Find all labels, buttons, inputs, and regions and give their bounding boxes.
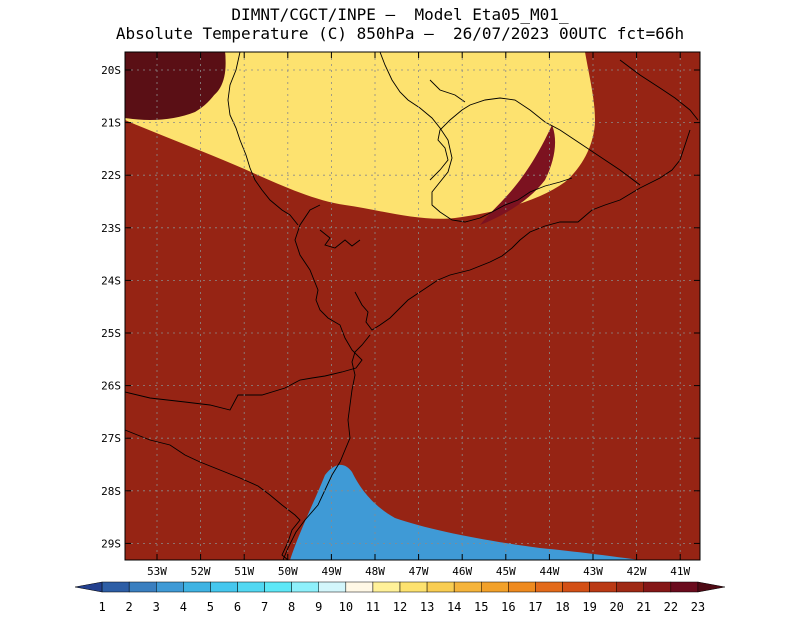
- temperature-colorbar: [74, 581, 726, 593]
- axis-ticks: [125, 52, 700, 560]
- colorbar-label: 8: [288, 600, 295, 614]
- longitude-label: 48W: [365, 565, 385, 578]
- colorbar-label: 21: [637, 600, 651, 614]
- map-title-line-1: DIMNT/CGCT/INPE – Model Eta05_M01_: [231, 5, 569, 24]
- longitude-label: 46W: [452, 565, 472, 578]
- latitude-label: 26S: [101, 380, 121, 393]
- colorbar-segment: [508, 581, 536, 593]
- contour-band: [290, 464, 640, 560]
- temperature-plot-area: [125, 52, 700, 560]
- latitude-label: 24S: [101, 274, 121, 287]
- contour-band: [125, 52, 226, 120]
- colorbar-label: 6: [234, 600, 241, 614]
- latitude-label: 25S: [101, 327, 121, 340]
- colorbar-label: 1: [98, 600, 105, 614]
- colorbar-label: 17: [528, 600, 542, 614]
- colorbar-segment: [453, 581, 482, 593]
- coastline-and-borders: [125, 52, 699, 560]
- lat-lon-gridlines: [125, 52, 700, 560]
- latitude-label: 21S: [101, 117, 121, 130]
- colorbar-segment: [237, 581, 265, 593]
- colorbar-segment: [426, 581, 455, 593]
- colorbar-segment: [291, 581, 319, 593]
- longitude-label: 53W: [147, 565, 167, 578]
- colorbar-segment: [183, 581, 211, 593]
- colorbar-segment: [481, 581, 509, 593]
- plot-frame: [124, 51, 701, 561]
- colorbar-label: 2: [126, 600, 133, 614]
- colorbar-segment: [589, 581, 617, 593]
- colorbar-label: 11: [366, 600, 380, 614]
- colorbar-segment: [372, 581, 401, 593]
- colorbar-label: 20: [609, 600, 623, 614]
- colorbar-segment: [101, 581, 130, 593]
- colorbar-label: 13: [420, 600, 434, 614]
- colorbar-label: 12: [393, 600, 407, 614]
- colorbar-segment: [399, 581, 428, 593]
- latitude-label: 29S: [101, 537, 121, 550]
- colorbar-segment: [210, 581, 238, 593]
- colorbar-label: 10: [339, 600, 353, 614]
- latitude-label: 27S: [101, 432, 121, 445]
- temperature-contour-bands: [125, 52, 700, 560]
- colorbar-segment: [74, 581, 103, 593]
- colorbar-segment: [128, 581, 157, 593]
- colorbar-segment: [535, 581, 563, 593]
- colorbar-segment: [643, 581, 672, 593]
- contour-band: [125, 52, 700, 560]
- colorbar-label: 3: [153, 600, 160, 614]
- longitude-label: 52W: [191, 565, 211, 578]
- colorbar-segment: [670, 581, 699, 593]
- colorbar-label: 19: [582, 600, 596, 614]
- colorbar-label: 15: [474, 600, 488, 614]
- latitude-label: 28S: [101, 485, 121, 498]
- colorbar-label: 16: [501, 600, 515, 614]
- longitude-label: 44W: [539, 565, 559, 578]
- longitude-label: 41W: [670, 565, 690, 578]
- colorbar-segment: [264, 581, 292, 593]
- latitude-label: 20S: [101, 64, 121, 77]
- colorbar-label: 23: [691, 600, 705, 614]
- longitude-label: 43W: [583, 565, 603, 578]
- colorbar-label: 5: [207, 600, 214, 614]
- colorbar-segment: [156, 581, 184, 593]
- longitude-label: 47W: [409, 565, 429, 578]
- latitude-label: 23S: [101, 222, 121, 235]
- colorbar-labels: 1 2 3 4 5 6 7 8 9 10 11 12 13 14 15 16 17 18 19 20 21 22 23: [98, 600, 705, 614]
- longitude-label: 51W: [234, 565, 254, 578]
- longitude-label: 50W: [278, 565, 298, 578]
- colorbar-label: 22: [664, 600, 678, 614]
- colorbar-label: 4: [180, 600, 187, 614]
- latitude-axis-labels: 20S 21S 22S 23S 24S 25S 26S 27S 28S 29S: [101, 64, 121, 550]
- colorbar-segment: [318, 581, 347, 593]
- longitude-label: 45W: [496, 565, 516, 578]
- map-title-line-2: Absolute Temperature (C) 850hPa – 26/07/…: [115, 24, 685, 43]
- longitude-label: 49W: [321, 565, 341, 578]
- latitude-label: 22S: [101, 169, 121, 182]
- colorbar-label: 14: [447, 600, 461, 614]
- colorbar-label: 7: [261, 600, 268, 614]
- colorbar-segment: [697, 581, 726, 593]
- colorbar-segment: [345, 581, 374, 593]
- longitude-axis-labels: 53W 52W 51W 50W 49W 48W 47W 46W 45W 44W 43W 42W 41W: [147, 565, 690, 578]
- longitude-label: 42W: [627, 565, 647, 578]
- colorbar-segment: [616, 581, 645, 593]
- colorbar-segment: [562, 581, 590, 593]
- colorbar-label: 9: [315, 600, 322, 614]
- colorbar-label: 18: [555, 600, 569, 614]
